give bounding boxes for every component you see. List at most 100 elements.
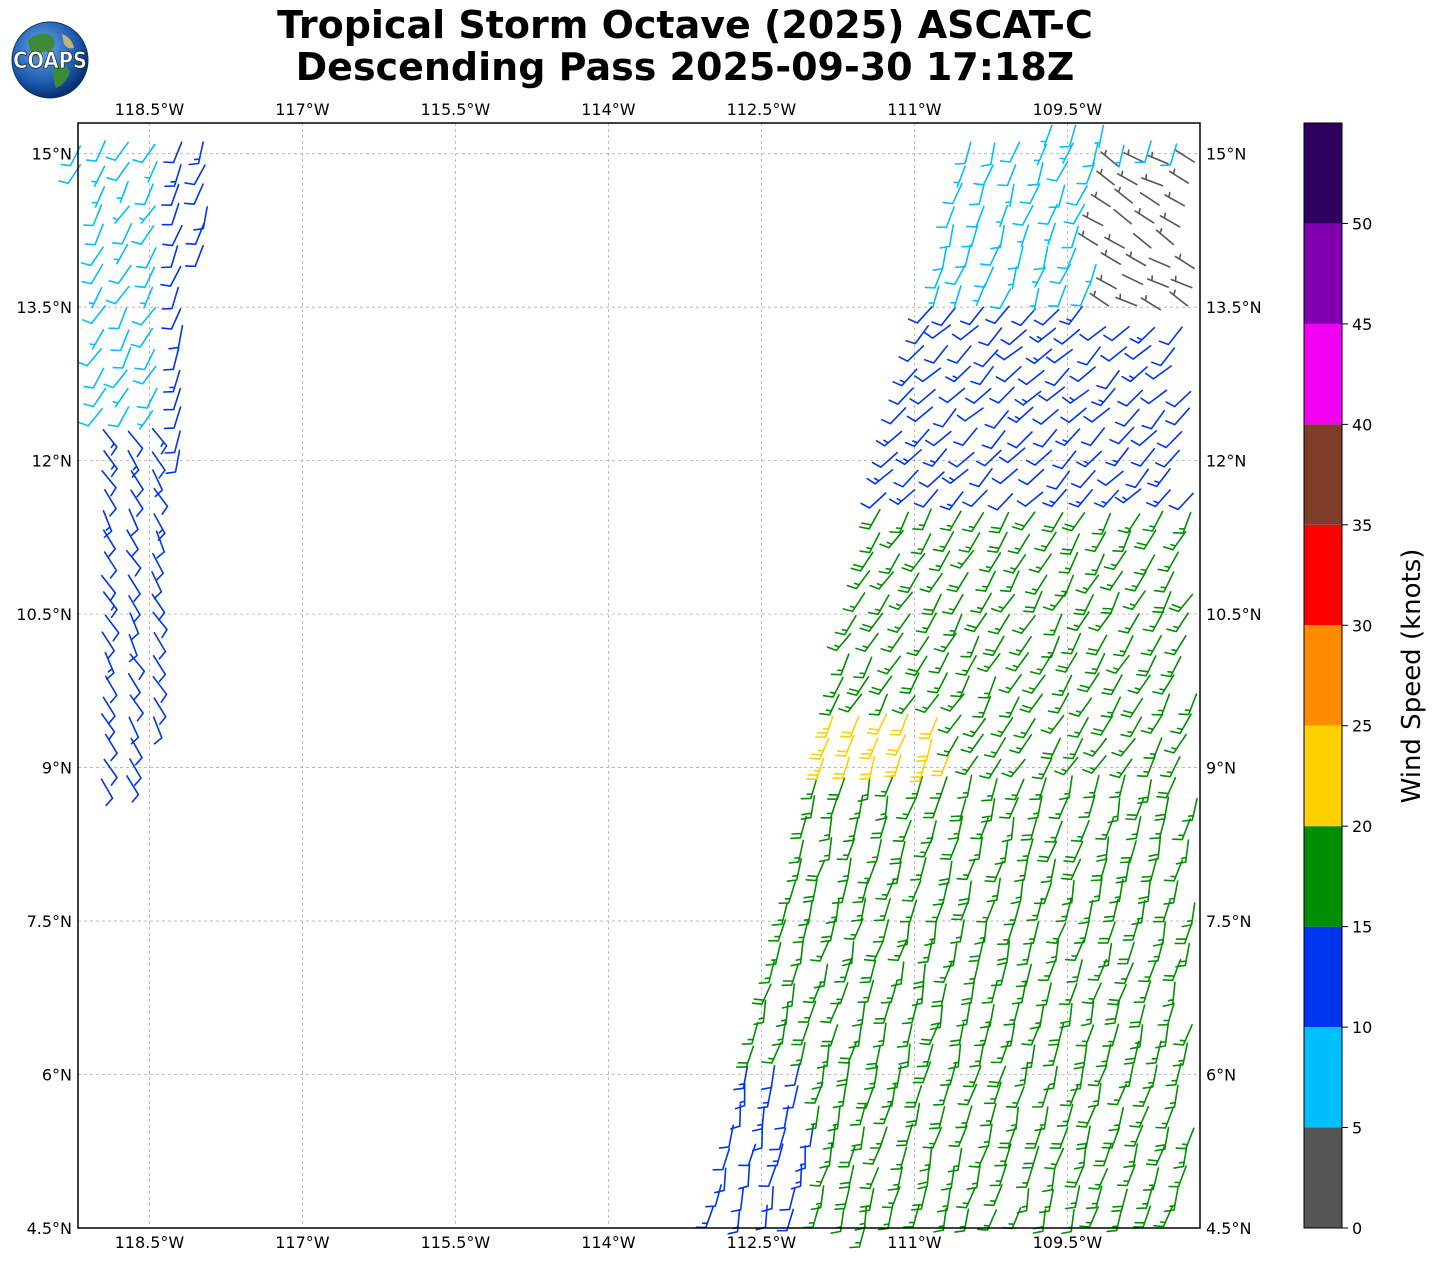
wind-barb [1075, 1106, 1096, 1128]
wind-barb [151, 428, 168, 455]
wind-barbs [58, 124, 1198, 1249]
wind-barb [1155, 1023, 1169, 1049]
wind-barb [127, 430, 144, 458]
wind-barb [1064, 1165, 1085, 1188]
wind-barb [151, 571, 163, 600]
wind-barb [1111, 738, 1136, 757]
wind-barb [1064, 939, 1085, 962]
wind-barb [859, 737, 879, 760]
lon-tick-label-top: 118.5°W [115, 100, 185, 119]
wind-barb [1124, 1124, 1144, 1147]
wind-barb [896, 798, 917, 820]
wind-barb [886, 1065, 902, 1090]
wind-barb [954, 1208, 970, 1233]
wind-barb [81, 263, 104, 285]
wind-barb [757, 1084, 773, 1109]
wind-barb [960, 733, 984, 754]
wind-barb [968, 1146, 989, 1168]
wind-barb [1162, 959, 1182, 982]
wind-barb [931, 307, 956, 327]
wind-barb [957, 880, 972, 906]
wind-barb [1077, 672, 1100, 693]
wind-barb [164, 164, 182, 188]
colorbar-tick-label: 25 [1352, 717, 1372, 736]
wind-barb [1151, 347, 1176, 367]
wind-barb [895, 1123, 914, 1147]
wind-barb [1137, 878, 1152, 904]
wind-barb [848, 1023, 863, 1049]
wind-barb [994, 1143, 1012, 1167]
lon-tick-label-top: 115.5°W [421, 100, 491, 119]
wind-barb [1113, 635, 1134, 657]
wind-barb [859, 612, 884, 632]
wind-barb [959, 306, 985, 326]
wind-barb [103, 369, 128, 389]
wind-barb [101, 631, 115, 659]
wind-barb [1061, 632, 1082, 655]
wind-barb [152, 469, 164, 498]
wind-barb [1017, 370, 1045, 386]
wind-barb [901, 879, 922, 902]
wind-barb [126, 550, 142, 577]
wind-barb [1169, 289, 1189, 307]
wind-barb [1041, 511, 1064, 533]
wind-barb [1010, 878, 1024, 905]
wind-barb [880, 980, 898, 1004]
wind-barb [768, 919, 787, 942]
wind-barb [950, 675, 970, 698]
wind-barb [758, 1164, 777, 1187]
colorbar-tick-label: 5 [1352, 1119, 1362, 1138]
lat-tick-label-right: 13.5°N [1206, 298, 1262, 317]
wind-barb [1100, 696, 1122, 718]
wind-barb [1123, 1040, 1140, 1065]
wind-barb [1106, 1208, 1123, 1233]
wind-barb [819, 694, 840, 716]
wind-barb [1076, 162, 1096, 185]
wind-barb [1059, 1084, 1079, 1107]
wind-barb [923, 345, 949, 364]
wind-barb [913, 963, 926, 989]
wind-barb [695, 1206, 714, 1229]
wind-barb [947, 815, 964, 840]
wind-barb [1042, 488, 1067, 508]
wind-barb [1084, 652, 1106, 675]
wind-barb [914, 367, 942, 383]
wind-barb [995, 204, 1009, 228]
lon-tick-label-bottom: 115.5°W [421, 1233, 491, 1252]
wind-barb [1042, 1043, 1060, 1067]
wind-barb [1061, 389, 1090, 404]
wind-barb [1125, 251, 1147, 267]
wind-barb [1025, 449, 1053, 466]
wind-barb [104, 651, 115, 680]
wind-barb [970, 365, 994, 386]
wind-barb [838, 693, 863, 713]
wind-barb [983, 1081, 1002, 1105]
wind-barb [890, 1146, 908, 1171]
wind-barb [932, 1082, 951, 1106]
wind-barb [1136, 755, 1156, 778]
wind-barb [1121, 274, 1144, 286]
wind-barb [906, 636, 930, 657]
wind-barb [972, 283, 986, 306]
wind-barb [972, 695, 992, 718]
wind-barb [1048, 184, 1066, 209]
wind-barb [1175, 1127, 1195, 1150]
wind-barb [101, 469, 117, 497]
wind-barb [184, 183, 204, 205]
wind-barb [855, 1086, 875, 1109]
wind-barb [1032, 429, 1058, 448]
wind-barb [78, 408, 103, 427]
wind-barb [869, 571, 894, 590]
wind-barb [890, 961, 905, 987]
wind-barb [1027, 795, 1043, 820]
wind-barb [161, 286, 179, 310]
wind-barb [859, 532, 881, 554]
wind-barb [885, 734, 907, 756]
wind-barb [940, 693, 965, 712]
wind-barb [961, 511, 985, 533]
wind-barb [877, 1206, 894, 1231]
wind-barb [83, 204, 103, 227]
wind-barb [938, 387, 966, 404]
wind-barb [918, 471, 945, 488]
wind-barb [1085, 1185, 1103, 1210]
